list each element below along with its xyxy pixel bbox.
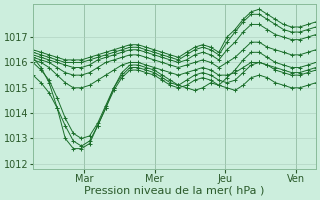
X-axis label: Pression niveau de la mer( hPa ): Pression niveau de la mer( hPa ) <box>84 186 265 196</box>
